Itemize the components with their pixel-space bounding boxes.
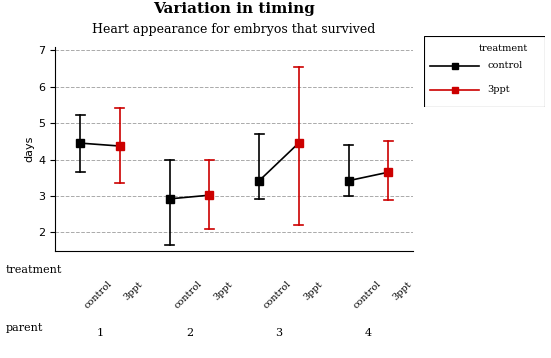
Text: control: control [172, 279, 204, 310]
Text: 3ppt: 3ppt [487, 85, 510, 94]
Text: 3: 3 [276, 328, 283, 338]
FancyBboxPatch shape [424, 36, 545, 107]
Text: control: control [487, 61, 522, 71]
Text: 3ppt: 3ppt [212, 279, 234, 301]
Y-axis label: days: days [24, 135, 34, 162]
Text: control: control [352, 279, 383, 310]
Text: Variation in timing: Variation in timing [153, 2, 315, 16]
Text: 2: 2 [186, 328, 193, 338]
Text: 4: 4 [365, 328, 372, 338]
Text: 1: 1 [96, 328, 104, 338]
Text: 3ppt: 3ppt [301, 279, 324, 301]
Text: 3ppt: 3ppt [391, 279, 413, 301]
Text: Heart appearance for embryos that survived: Heart appearance for embryos that surviv… [93, 23, 376, 36]
Text: treatment: treatment [6, 265, 62, 275]
Text: control: control [83, 279, 114, 310]
Text: parent: parent [6, 323, 43, 333]
Text: 3ppt: 3ppt [122, 279, 145, 301]
Text: treatment: treatment [478, 44, 528, 53]
Text: control: control [262, 279, 293, 310]
